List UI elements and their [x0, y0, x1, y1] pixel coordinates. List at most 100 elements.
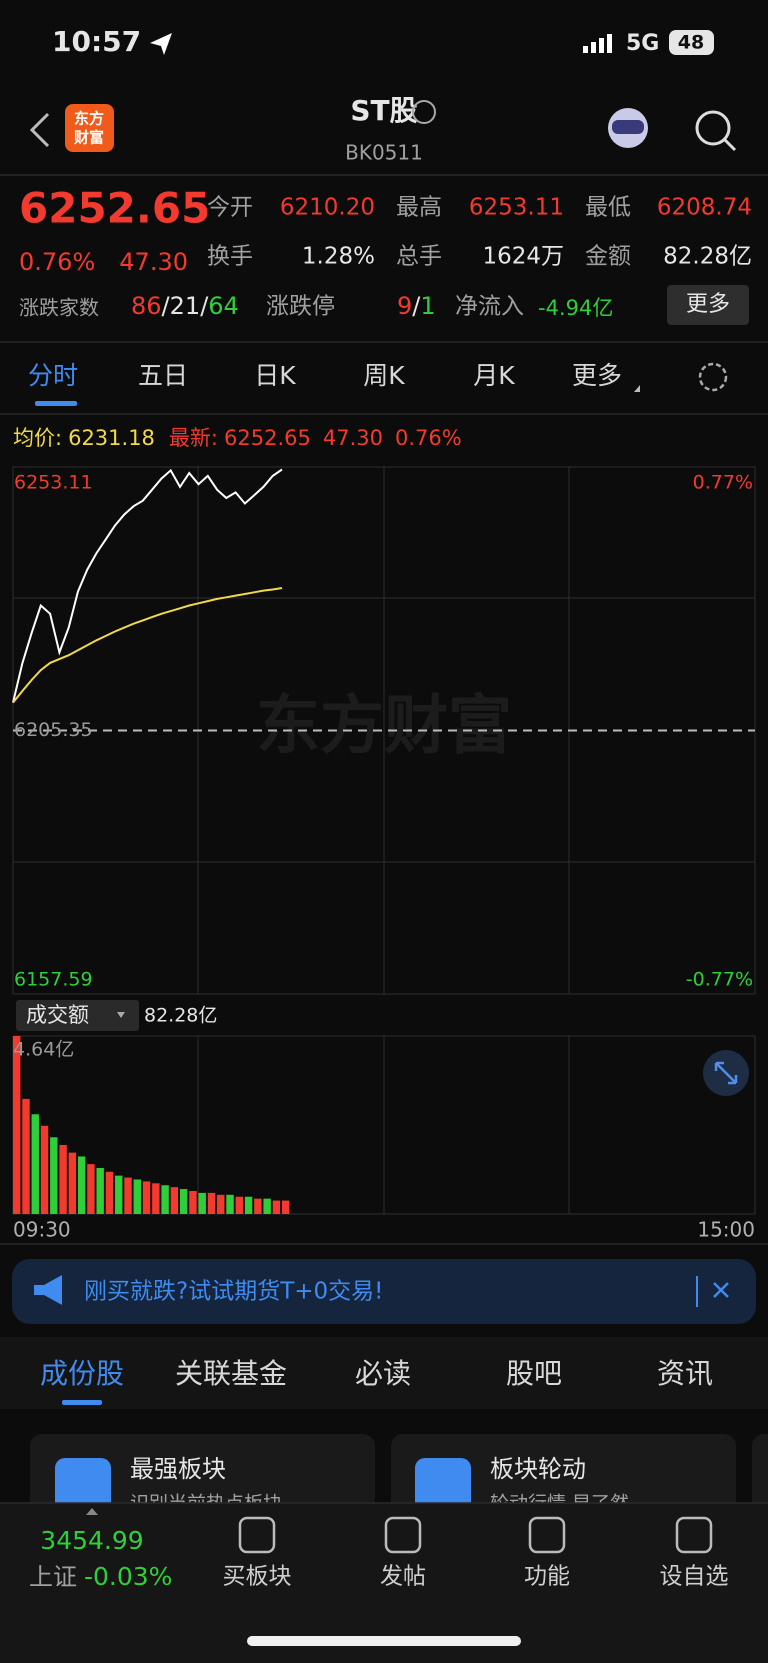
nav-icon — [384, 1516, 422, 1554]
chart-tab[interactable]: 周K — [363, 361, 405, 390]
avg-value: 6231.18 — [68, 426, 155, 450]
info-icon[interactable] — [412, 100, 436, 124]
card-title: 最强板块 — [130, 1455, 226, 1483]
y-tick-label: 6253.11 — [14, 472, 93, 494]
location-icon — [150, 33, 172, 55]
stat-value: 82.28亿 — [663, 244, 752, 270]
logo-text: 财富 — [74, 129, 104, 147]
y-tick-label: 6205.35 — [14, 719, 93, 741]
volume-bar — [217, 1194, 225, 1214]
volume-bar — [59, 1144, 67, 1214]
avg-label: 均价: — [13, 426, 62, 450]
limit-label: 涨跌停 — [266, 294, 335, 320]
header-code: BK0511 — [345, 141, 423, 165]
expand-icon — [714, 1061, 738, 1085]
section-tab[interactable]: 资讯 — [657, 1357, 713, 1390]
assistant-visor — [612, 120, 644, 134]
volume-bar — [207, 1192, 216, 1214]
status-time: 10:57 — [52, 25, 141, 58]
stat-label: 换手 — [207, 244, 253, 270]
section-tab[interactable]: 成份股 — [40, 1357, 124, 1390]
section-tab[interactable]: 关联基金 — [175, 1357, 287, 1390]
volume-bar — [179, 1189, 188, 1214]
card-title: 板块轮动 — [490, 1455, 586, 1483]
volume-bar — [77, 1156, 86, 1214]
chart-tab[interactable]: 更多 — [572, 361, 622, 390]
separator: / — [200, 292, 209, 320]
battery — [669, 30, 714, 55]
card-icon — [55, 1458, 111, 1514]
tab-underline — [35, 401, 77, 406]
net-inflow: -4.94亿 — [538, 296, 613, 320]
home-indicator — [247, 1636, 521, 1646]
search-button[interactable] — [695, 110, 731, 146]
more-button-label: 更多 — [686, 292, 730, 317]
index-arrow — [86, 1508, 98, 1515]
section-underline — [62, 1400, 102, 1405]
section-tab[interactable]: 必读 — [355, 1357, 411, 1390]
separator: / — [412, 292, 421, 320]
tab-more-arrow — [634, 385, 640, 392]
change-pct: 0.76% — [19, 248, 95, 276]
volume-bar — [198, 1192, 206, 1214]
watermark: 东方财富 — [256, 690, 512, 764]
volume-bar — [281, 1200, 290, 1214]
back-button[interactable] — [29, 112, 50, 148]
breadth-down: 64 — [208, 292, 239, 320]
volume-bar — [105, 1171, 114, 1214]
limit-up: 9 — [397, 292, 412, 320]
chart-tab[interactable]: 日K — [254, 361, 296, 390]
intraday-info: 均价: 6231.18 最新: 6252.65 47.30 0.76% — [13, 426, 462, 450]
section-tab-bar — [0, 1337, 768, 1409]
nav-label[interactable]: 设自选 — [660, 1564, 729, 1590]
stat-value: 1624万 — [482, 244, 564, 270]
volume-bar — [31, 1114, 39, 1214]
volume-bar — [170, 1187, 179, 1214]
more-button[interactable] — [667, 285, 749, 325]
price: 6252.65 — [19, 184, 210, 233]
nav-label[interactable]: 买板块 — [223, 1564, 292, 1590]
dropdown-arrow — [117, 1012, 125, 1018]
latest-change-pct: 0.76% — [395, 426, 462, 450]
y2-tick-label: 0.77% — [693, 472, 753, 494]
limit-down: 1 — [420, 292, 435, 320]
change: 47.30 — [119, 248, 188, 276]
volume-bar — [96, 1167, 104, 1214]
nav-icon — [238, 1516, 276, 1554]
volume-bar — [124, 1177, 132, 1214]
nav-label[interactable]: 功能 — [524, 1564, 570, 1590]
index-change: -0.03% — [84, 1562, 172, 1591]
index-name: 上证 — [29, 1563, 77, 1591]
stat-label: 最低 — [585, 195, 631, 221]
header-title: ST股 — [350, 94, 417, 127]
chart-tab[interactable]: 月K — [473, 361, 515, 390]
volume-bar — [50, 1137, 58, 1214]
metric-dropdown[interactable] — [16, 1000, 139, 1031]
volume-bar — [68, 1152, 77, 1214]
volume-bar — [226, 1194, 234, 1214]
stat-label: 总手 — [396, 244, 442, 270]
banner-close[interactable] — [713, 1282, 729, 1298]
volume-bar — [40, 1125, 49, 1214]
latest-value: 6252.65 — [224, 426, 311, 450]
section-tab[interactable]: 股吧 — [506, 1357, 562, 1390]
breadth-up: 86 — [131, 292, 162, 320]
charts: 6157.59 6205.35 6253.11 -0.77% 0.77% 4.64亿 09:… — [12, 466, 755, 1242]
nav-icon — [528, 1516, 566, 1554]
chart-tab[interactable]: 五日 — [138, 361, 188, 390]
nav-label[interactable]: 发帖 — [380, 1564, 426, 1590]
x-tick-label: 15:00 — [697, 1218, 755, 1242]
y-tick-label: 4.64亿 — [13, 1039, 74, 1061]
latest-label: 最新: — [169, 426, 218, 450]
promo-banner[interactable] — [12, 1259, 756, 1324]
volume-bar — [152, 1183, 160, 1214]
network: 5G — [626, 31, 659, 56]
chart-tabs: 分时 五日 日K 周K 月K 更多 — [28, 361, 640, 392]
chart-tab[interactable]: 分时 — [28, 361, 78, 390]
volume-total: 82.28亿 — [144, 1005, 217, 1027]
settings-button[interactable] — [698, 362, 728, 392]
stat-value: 1.28% — [302, 244, 375, 270]
index-value[interactable]: 3454.99 — [40, 1526, 143, 1555]
volume-bar — [22, 1098, 30, 1214]
battery-level: 48 — [678, 32, 704, 54]
